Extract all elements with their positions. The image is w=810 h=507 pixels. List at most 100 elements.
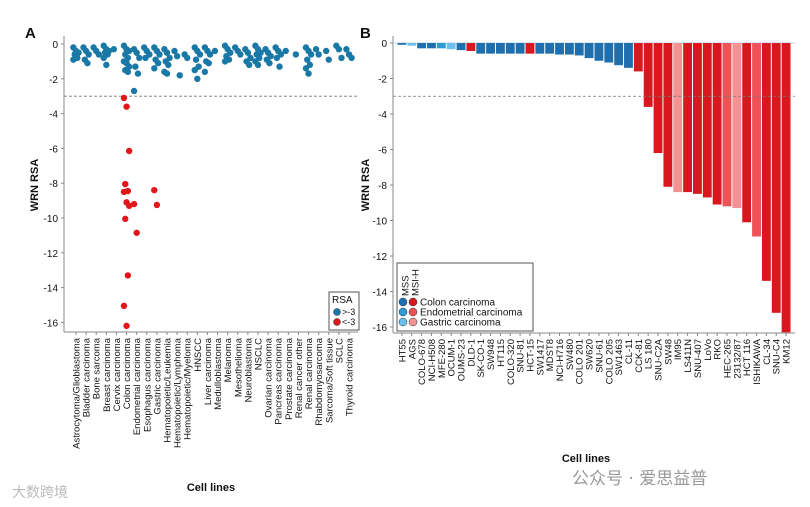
data-point-a: [191, 66, 198, 74]
x-tick-label-a: Liver carcinoma: [203, 337, 214, 405]
y-tick-label-b: 0: [381, 39, 387, 50]
x-tick-label-a: Pancreas carcinoma: [274, 337, 285, 424]
x-tick-label-b: KM12: [782, 339, 793, 364]
data-point-a: [70, 56, 77, 63]
data-point-a: [211, 47, 219, 55]
data-point-a: [273, 54, 281, 62]
x-tick-label-b: HEC-265: [722, 339, 733, 378]
x-tick-label-a: Endometrial carcinoma: [132, 337, 143, 435]
legend-title-a: RSA: [332, 295, 353, 306]
legend-marker-b: [398, 297, 408, 307]
data-point-a: [85, 51, 92, 58]
x-tick-label-b: COLO-320: [506, 339, 517, 385]
bar-b: [446, 43, 456, 50]
data-point-a: [100, 54, 107, 62]
x-tick-label-a: SCLC: [334, 338, 345, 363]
data-point-a: [322, 47, 330, 55]
data-point-a: [173, 52, 181, 60]
x-tick-label-b: CCK-81: [634, 339, 645, 373]
bar-b: [614, 43, 624, 66]
x-tick-label-b: OCUM-1: [447, 339, 458, 376]
x-tick-label-a: Hematopoietic/Lymphoma: [173, 337, 184, 448]
legend-marker-b: [408, 307, 418, 317]
x-tick-label-a: Astrocytoma/Glioblastoma: [72, 337, 83, 449]
data-point-a: [124, 272, 132, 279]
legend-marker-b: [398, 307, 408, 317]
x-tick-label-b: CL-34: [762, 339, 773, 365]
data-point-a: [123, 322, 130, 330]
y-tick-label-b: -4: [378, 110, 387, 121]
bar-b: [604, 43, 614, 63]
data-point-a: [95, 51, 103, 58]
data-point-a: [130, 87, 138, 95]
data-point-a: [136, 54, 143, 62]
data-point-a: [133, 229, 140, 236]
legend-a: RSA>-3<-3: [328, 291, 360, 331]
data-point-a: [184, 54, 191, 62]
x-tick-label-b: SW1417: [535, 339, 546, 375]
data-point-a: [163, 49, 171, 56]
x-tick-label-b: SW480: [565, 339, 576, 370]
data-point-a: [165, 61, 172, 69]
legend-label-b: Gastric carcinoma: [420, 318, 501, 329]
x-tick-label-b: SNU-407: [693, 339, 704, 378]
x-tick-label-b: SNU-C4: [772, 339, 783, 374]
x-tick-label-b: CL-11: [624, 339, 635, 364]
x-tick-label-a: Mesothelioma: [233, 337, 244, 397]
bar-b: [653, 43, 663, 154]
data-point-a: [348, 54, 355, 62]
x-tick-label-b: SW1463: [614, 339, 625, 375]
x-tick-label-a: Rhabdomyosarcoma: [314, 337, 325, 425]
bar-b: [535, 43, 545, 54]
x-tick-label-b: COLO 201: [575, 339, 586, 384]
bar-b: [683, 43, 692, 193]
bar-b: [624, 43, 633, 68]
bar-b: [545, 43, 555, 54]
bar-b: [555, 43, 564, 55]
data-point-a: [133, 49, 140, 56]
bar-b: [633, 43, 643, 72]
data-point-a: [201, 68, 209, 76]
data-point-a: [124, 68, 132, 76]
data-point-a: [132, 63, 139, 70]
x-tick-label-b: SW948: [486, 339, 497, 370]
data-point-a: [154, 59, 162, 67]
bar-b: [397, 43, 407, 45]
bar-b: [427, 43, 436, 49]
data-point-a: [103, 61, 110, 69]
data-point-a: [245, 61, 253, 69]
bar-b: [525, 43, 535, 54]
data-point-a: [194, 75, 201, 83]
x-tick-label-b: ISHIKAWA: [752, 338, 763, 384]
data-point-a: [305, 70, 312, 77]
x-tick-label-b: AGS: [407, 339, 418, 359]
bar-b: [486, 43, 495, 54]
x-tick-label-a: NSCLC: [254, 338, 265, 370]
data-point-a: [122, 215, 129, 223]
y-tick-label-b: -16: [373, 323, 388, 334]
x-axis-title-a: Cell lines: [187, 482, 235, 494]
x-tick-label-b: MDST8: [545, 339, 556, 371]
y-tick-label-b: -10: [373, 217, 388, 228]
legend-marker-a: [333, 308, 341, 316]
legend-marker-b: [408, 297, 418, 307]
data-point-a: [325, 56, 332, 63]
bar-b: [771, 43, 781, 313]
legend-column-label-b: MSI-H: [411, 269, 422, 296]
bar-b: [476, 43, 486, 54]
y-tick-label-b: -8: [378, 181, 387, 192]
data-point-a: [192, 56, 200, 63]
data-point-a: [335, 46, 343, 53]
bar-b: [781, 43, 791, 333]
data-point-a: [156, 51, 163, 58]
x-tick-label-a: Sarcoma/Soft tissue: [324, 338, 335, 423]
x-tick-label-a: Renal cancer other: [294, 338, 305, 418]
y-tick-label-b: -12: [373, 252, 388, 263]
data-point-a: [304, 56, 311, 63]
y-tick-label-a: -6: [49, 144, 58, 155]
data-point-a: [153, 201, 161, 209]
legend-label-b: Endometrial carcinoma: [420, 308, 523, 319]
legend-marker-b: [398, 317, 408, 327]
x-tick-label-b: DLD-1: [466, 339, 477, 366]
